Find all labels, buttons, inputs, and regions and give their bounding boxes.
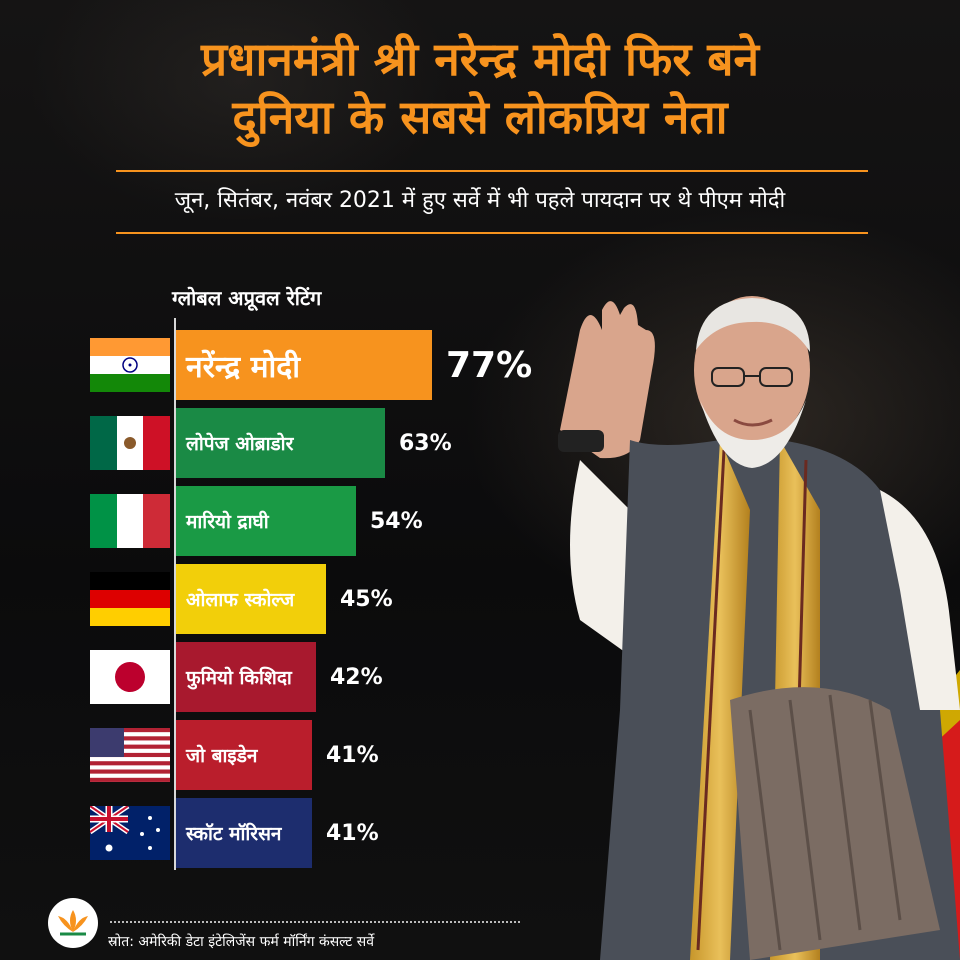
title-line-2: दुनिया के सबसे लोकप्रिय नेता — [232, 90, 728, 144]
title-line-1: प्रधानमंत्री श्री नरेन्द्र मोदी फिर बने — [200, 32, 759, 86]
bar-label: स्कॉट मॉरिसन — [186, 823, 282, 845]
india-flag-icon — [90, 338, 170, 392]
data-label: 41% — [326, 820, 379, 846]
lotus-logo-icon — [48, 898, 98, 948]
bar-label: नरेंन्द्र मोदी — [186, 349, 300, 385]
chart-axis-line — [174, 318, 176, 870]
bar-label: मारियो द्राघी — [186, 511, 269, 533]
bar: जो बाइडेन — [176, 720, 312, 790]
footer-divider — [110, 921, 520, 923]
data-label: 77% — [446, 344, 533, 386]
subtitle: जून, सितंबर, नवंबर 2021 में हुए सर्वे मे… — [174, 188, 786, 213]
bar: ओलाफ स्कोल्ज — [176, 564, 326, 634]
data-label: 54% — [370, 508, 423, 534]
leader-photo — [558, 296, 960, 960]
data-label: 42% — [330, 664, 383, 690]
bar-label: जो बाइडेन — [186, 745, 258, 767]
data-label: 45% — [340, 586, 393, 612]
mexico-flag-icon — [90, 416, 170, 470]
bar: मारियो द्राघी — [176, 486, 356, 556]
bar-label: लोपेज ओब्राडोर — [186, 433, 294, 455]
chart-title: ग्लोबल अप्रूवल रेटिंग — [172, 286, 322, 310]
japan-flag-icon — [90, 650, 170, 704]
germany-flag-icon — [90, 572, 170, 626]
bar: लोपेज ओब्राडोर — [176, 408, 385, 478]
data-label: 41% — [326, 742, 379, 768]
source-text: स्रोत: अमेरिकी डेटा इंटेलिजेंस फर्म मॉर्… — [108, 934, 375, 950]
bar: स्कॉट मॉरिसन — [176, 798, 312, 868]
bar: फुमियो किशिदा — [176, 642, 316, 712]
bar-label: ओलाफ स्कोल्ज — [186, 589, 295, 611]
bar: नरेंन्द्र मोदी — [176, 330, 432, 400]
australia-flag-icon — [90, 806, 170, 860]
title-divider-top — [116, 170, 868, 172]
data-label: 63% — [399, 430, 452, 456]
bar-label: फुमियो किशिदा — [186, 667, 292, 689]
usa-flag-icon — [90, 728, 170, 782]
title-divider-bottom — [116, 232, 868, 234]
italy-flag-icon — [90, 494, 170, 548]
page-title: प्रधानमंत्री श्री नरेन्द्र मोदी फिर बने … — [0, 30, 960, 146]
